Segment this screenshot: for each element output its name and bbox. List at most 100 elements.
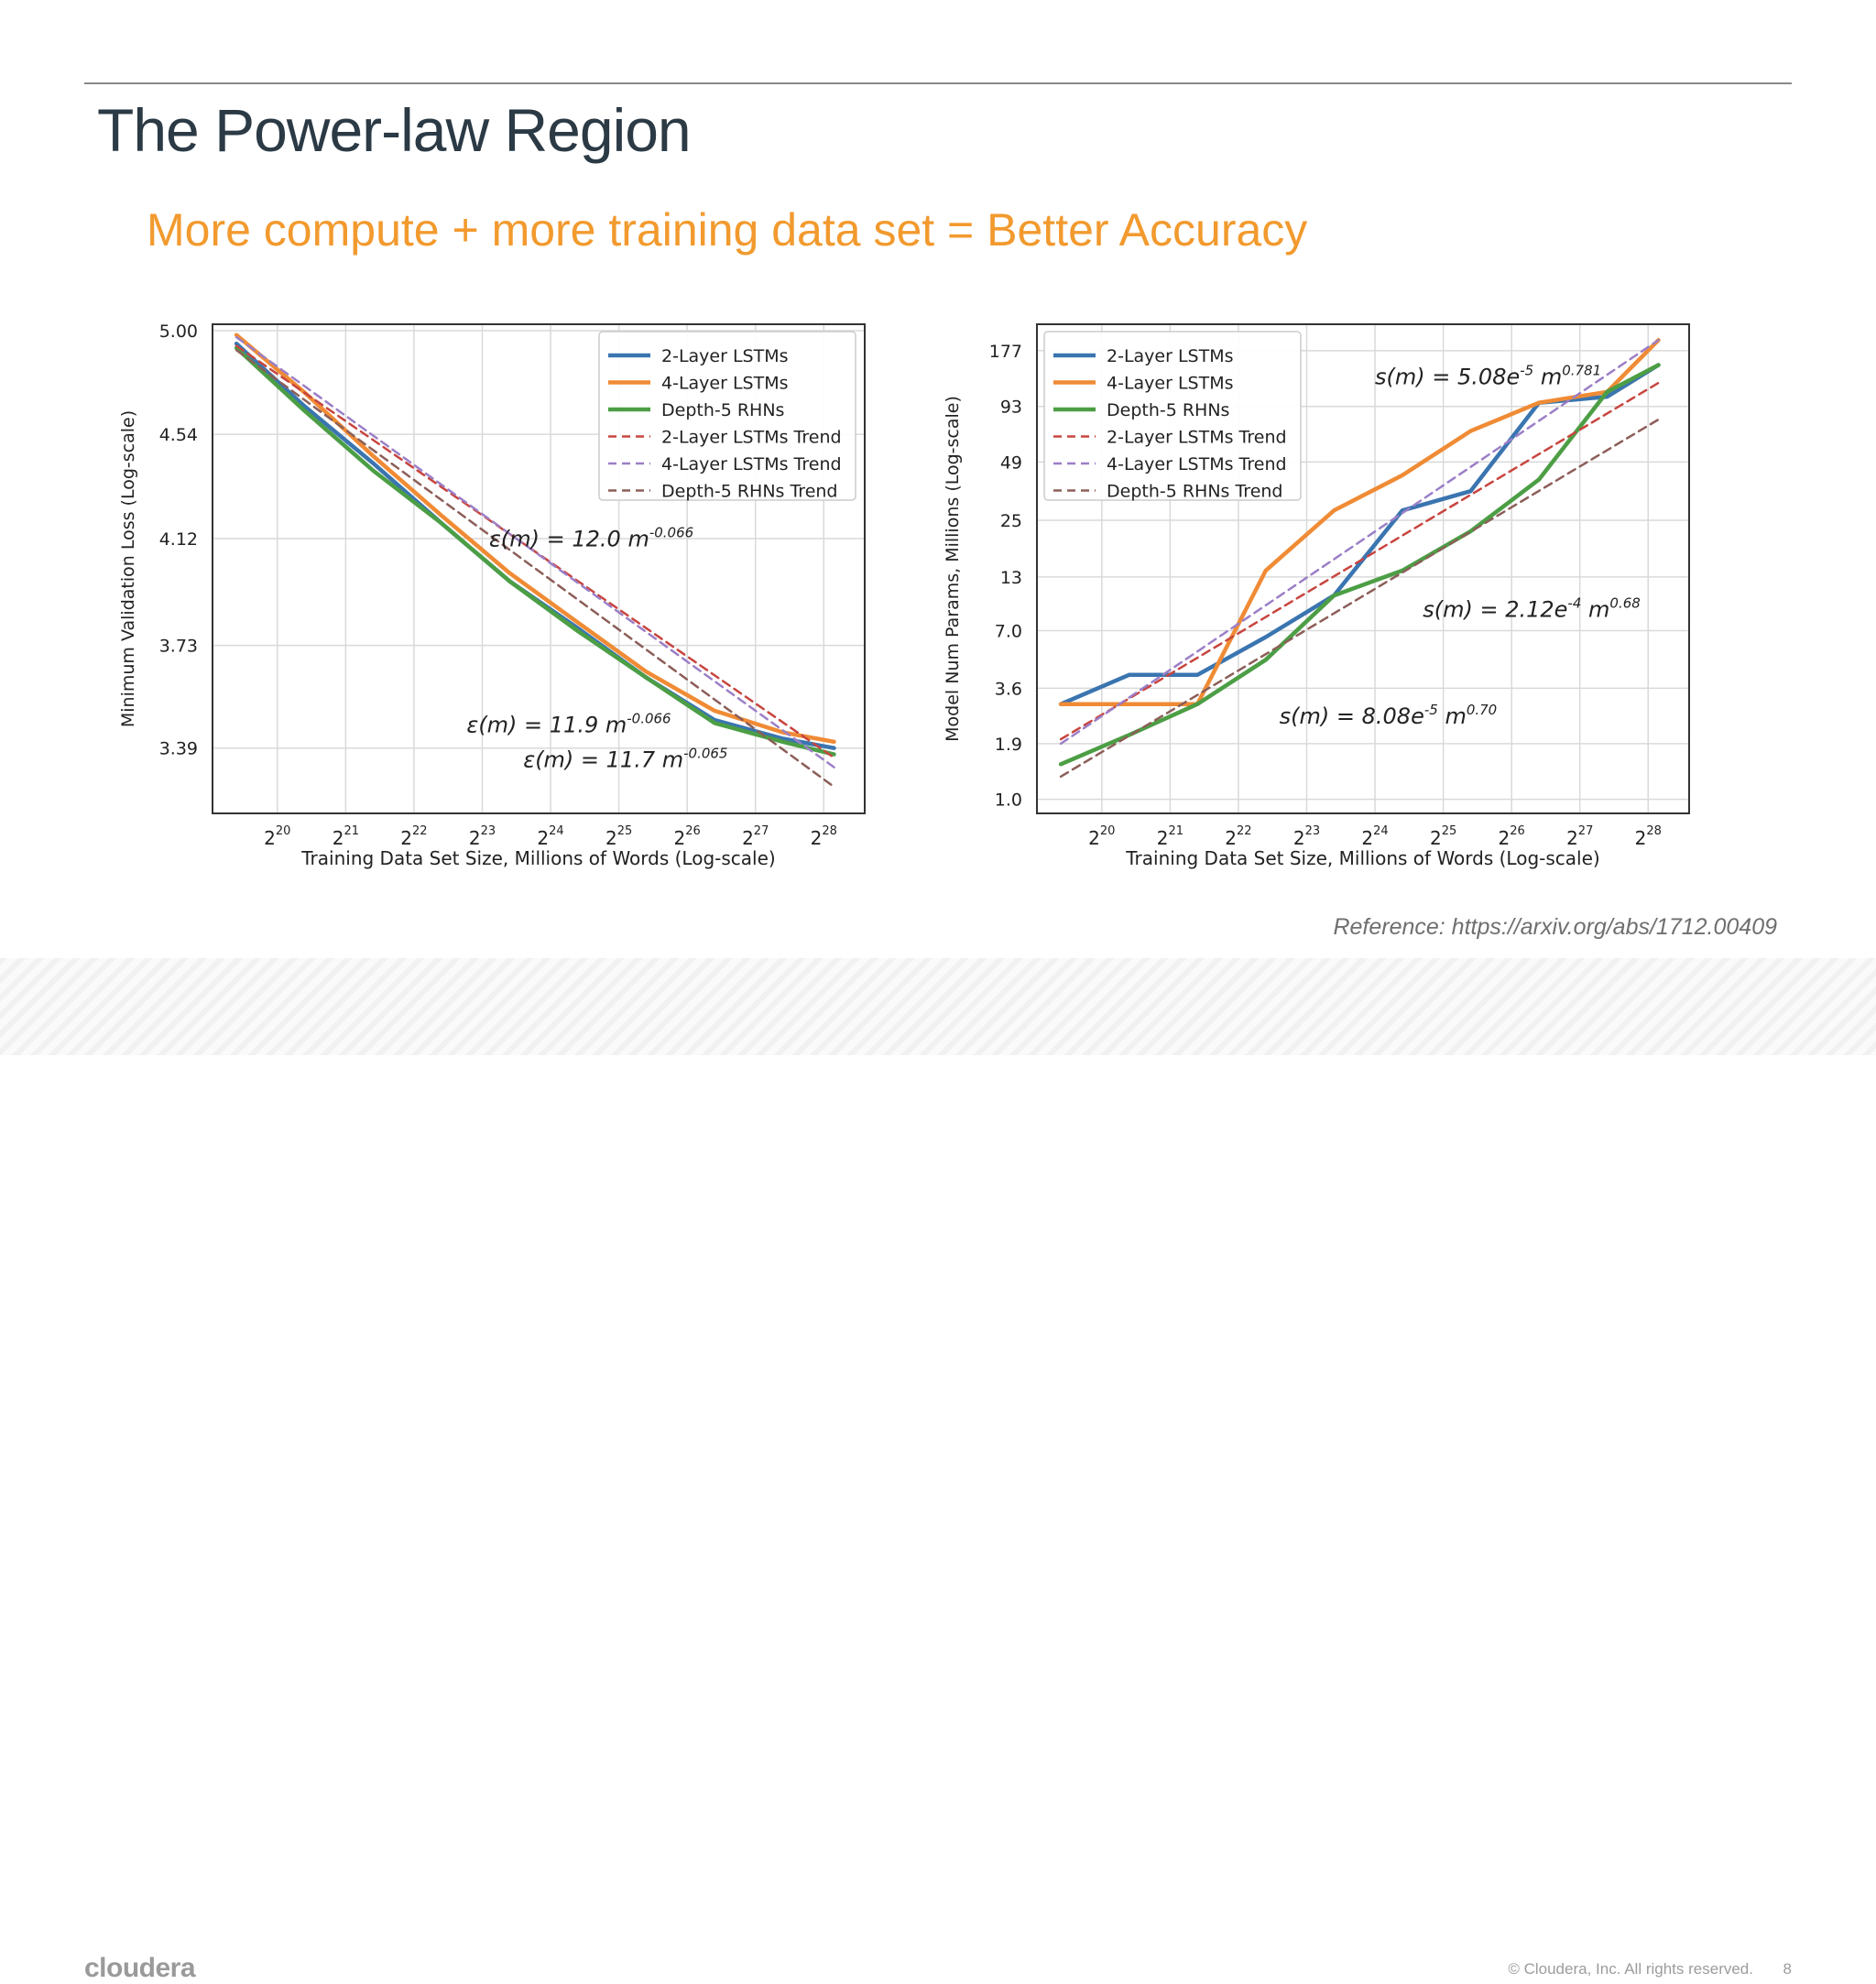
x-tick-label: 224 (537, 824, 563, 849)
x-tick-base: 2 (333, 827, 344, 849)
x-tick-exponent: 23 (481, 824, 496, 838)
y-tick-label: 4.54 (159, 425, 198, 445)
x-tick-label: 220 (1088, 824, 1115, 849)
x-tick-exponent: 20 (1100, 824, 1116, 838)
x-tick-label: 228 (811, 824, 837, 849)
x-tick-base: 2 (1499, 827, 1511, 849)
series-line-5 (234, 349, 835, 789)
formula-superscript: -5 (1520, 363, 1533, 379)
formula-superscript: -0.066 (649, 525, 693, 541)
x-tick-exponent: 24 (549, 824, 564, 838)
x-tick-exponent: 27 (1578, 824, 1594, 838)
x-tick-base: 2 (537, 827, 549, 849)
x-tick-label: 222 (1225, 824, 1251, 849)
y-tick-label: 93 (1000, 398, 1022, 418)
x-tick-label: 223 (469, 824, 496, 849)
y-tick-label: 4.12 (159, 529, 198, 550)
x-tick-exponent: 28 (1646, 824, 1662, 838)
legend-label: 2-Layer LSTMs Trend (1107, 428, 1287, 448)
x-tick-base: 2 (1157, 827, 1169, 849)
chart-svg-0: 220 221 222 223 224 225 226 227 2285.004.544.123… (118, 322, 866, 869)
x-tick-label: 221 (1157, 824, 1183, 849)
y-tick-label: 177 (989, 342, 1022, 362)
x-tick-base: 2 (811, 827, 823, 849)
formula-superscript: -0.065 (683, 746, 727, 762)
x-tick-label: 226 (674, 824, 701, 849)
x-tick-exponent: 22 (1237, 824, 1252, 838)
formula-main: m (1581, 597, 1609, 623)
x-tick-exponent: 22 (412, 824, 428, 838)
formula-main: m (1438, 703, 1467, 729)
x-tick-label: 225 (1430, 824, 1456, 849)
formula-superscript: -0.066 (627, 711, 671, 727)
reference-text: Reference: https://arxiv.org/abs/1712.00… (1333, 914, 1777, 940)
x-tick-label: 222 (400, 824, 427, 849)
cloudera-logo: cloudera (84, 1953, 196, 1983)
legend-label: Depth-5 RHNs (661, 400, 784, 420)
x-tick-base: 2 (1225, 827, 1237, 849)
formula-main: ε(m) = 12.0 m (489, 527, 649, 552)
y-tick-label: 13 (1000, 568, 1022, 588)
formula-superscript: 0.68 (1609, 595, 1640, 612)
formula-annotation: ε(m) = 11.9 m-0.066 (466, 711, 671, 738)
x-axis-label: Training Data Set Size, Millions of Word… (300, 847, 775, 869)
series-line-4 (1059, 339, 1660, 746)
formula-main: m (1533, 365, 1562, 390)
x-tick-base: 2 (1361, 827, 1373, 849)
x-tick-exponent: 26 (1510, 824, 1525, 838)
formula-main: s(m) = 8.08e (1280, 703, 1424, 729)
x-tick-base: 2 (674, 827, 686, 849)
x-axis-label: Training Data Set Size, Millions of Word… (1125, 847, 1599, 869)
formula-superscript: 0.70 (1467, 702, 1497, 718)
x-tick-label: 223 (1293, 824, 1320, 849)
formula-main: s(m) = 2.12e (1423, 597, 1567, 623)
copyright-text: © Cloudera, Inc. All rights reserved. (1508, 1960, 1753, 1978)
formula-superscript: -5 (1424, 702, 1438, 718)
legend-label: 4-Layer LSTMs Trend (661, 454, 842, 474)
x-tick-base: 2 (1088, 827, 1100, 849)
x-tick-exponent: 23 (1305, 824, 1321, 838)
x-tick-exponent: 25 (617, 824, 633, 838)
series-line-3 (1059, 381, 1660, 741)
legend-box (1043, 331, 1302, 501)
x-tick-base: 2 (1430, 827, 1442, 849)
legend-label: 2-Layer LSTMs (661, 346, 789, 366)
slide-title: The Power-law Region (97, 96, 692, 164)
y-tick-label: 3.39 (159, 739, 198, 759)
x-tick-label: 226 (1499, 824, 1525, 849)
slide-subtitle: More compute + more training data set = … (147, 204, 1308, 256)
x-tick-exponent: 28 (822, 824, 837, 838)
loss-chart: 220 221 222 223 224 225 226 227 228 5.00 4.54 4.12 3… (110, 302, 989, 925)
x-tick-exponent: 20 (276, 824, 291, 838)
y-axis-label: Model Num Params, Millions (Log-scale) (943, 396, 963, 742)
formula-superscript: -4 (1567, 595, 1581, 612)
legend-label: Depth-5 RHNs Trend (1107, 482, 1283, 502)
x-tick-exponent: 25 (1442, 824, 1457, 838)
legend: 2-Layer LSTMs 4-Layer LSTMs Depth-5 RHNs 2-… (1043, 331, 1302, 502)
x-tick-label: 227 (1566, 824, 1593, 849)
footer-band: cloudera © Cloudera, Inc. All rights res… (0, 958, 1876, 1983)
x-tick-base: 2 (1293, 827, 1305, 849)
series-line-2 (234, 345, 836, 757)
y-tick-label: 1.9 (995, 735, 1022, 755)
y-tick-label: 7.0 (995, 621, 1022, 641)
plot-frame (212, 323, 866, 814)
y-tick-label: 3.73 (159, 637, 198, 657)
legend-label: Depth-5 RHNs Trend (661, 482, 838, 502)
x-tick-base: 2 (1635, 827, 1647, 849)
x-tick-label: 227 (742, 824, 769, 849)
legend-label: Depth-5 RHNs (1107, 400, 1229, 420)
series-line-5 (1059, 418, 1660, 779)
series-line-4 (234, 335, 835, 769)
x-tick-label: 225 (605, 824, 632, 849)
legend-label: 2-Layer LSTMs Trend (661, 428, 842, 448)
formula-annotation: ε(m) = 11.7 m-0.065 (523, 746, 727, 773)
x-tick-base: 2 (400, 827, 412, 849)
y-tick-label: 5.00 (159, 322, 198, 342)
legend-label: 4-Layer LSTMs Trend (1107, 454, 1287, 474)
x-tick-base: 2 (605, 827, 617, 849)
plot-frame (1036, 323, 1690, 814)
x-tick-exponent: 27 (754, 824, 769, 838)
page-number: 8 (1783, 1960, 1792, 1978)
y-tick-label: 25 (1000, 511, 1022, 531)
